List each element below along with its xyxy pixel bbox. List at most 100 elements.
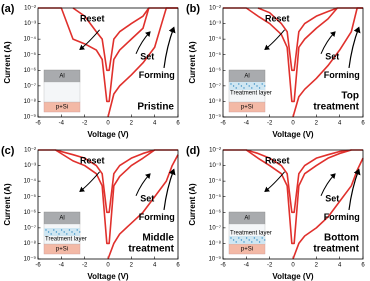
y-tick-label: 10⁻⁹ — [209, 256, 222, 263]
treatment-dot — [261, 237, 263, 239]
condition-label: treatment — [313, 244, 359, 255]
x-tick-label: 6 — [361, 121, 365, 127]
inset: Al p+Si Treatment layer — [43, 211, 87, 255]
y-tick-label: 10⁻⁴ — [209, 36, 222, 43]
y-axis-label: Current (A) — [188, 41, 197, 84]
plot-frame — [222, 7, 364, 118]
y-tick-label: 10⁻³ — [209, 21, 221, 27]
x-tick-label: 2 — [315, 121, 319, 127]
y-tick-label: 10⁻⁶ — [24, 67, 37, 74]
y-tick-label: 10⁻⁷ — [209, 82, 221, 89]
treatment-dot — [235, 241, 237, 243]
y-tick-label: 10⁻² — [24, 6, 36, 12]
treatment-dot — [243, 241, 245, 243]
y-tick-label: 10⁻⁸ — [209, 98, 222, 105]
treatment-dot — [251, 87, 253, 89]
reset-arrow — [264, 171, 285, 193]
y-tick-label: 10⁻⁴ — [209, 178, 222, 185]
reset-label: Reset — [265, 155, 290, 165]
x-tick-label: 6 — [176, 121, 180, 127]
treatment-dot — [58, 233, 60, 235]
inset-bottom-label: p+Si — [241, 247, 253, 253]
forming-arrow — [163, 26, 176, 69]
x-tick-label: 4 — [153, 121, 157, 127]
condition-label: Top — [341, 91, 359, 102]
iv-curve — [257, 7, 338, 72]
iv-curve — [292, 157, 364, 260]
y-tick-label: 10⁻² — [209, 6, 221, 12]
x-axis-label: Voltage (V) — [87, 130, 129, 139]
inset-top-label: Al — [59, 216, 64, 222]
x-tick-label: -4 — [244, 121, 250, 127]
reset-arrow — [79, 171, 100, 193]
iv-curve — [55, 149, 155, 214]
iv-curve — [223, 149, 363, 245]
forming-label: Forming — [324, 70, 360, 80]
reset-arrow — [264, 29, 285, 51]
set-label: Set — [325, 193, 339, 203]
y-tick-label: 10⁻⁵ — [24, 51, 37, 58]
treatment-dot — [47, 231, 50, 233]
y-tick-label: 10⁻⁹ — [24, 256, 37, 263]
treatment-dot — [240, 85, 243, 87]
panel-label: (a) — [1, 3, 15, 15]
treatment-dot — [71, 231, 73, 233]
x-tick-label: 6 — [361, 263, 365, 269]
inset-bottom-label: p+Si — [241, 105, 253, 111]
treatment-dot — [232, 239, 235, 241]
treatment-dot — [230, 83, 232, 85]
y-tick-label: 10⁻⁷ — [209, 224, 221, 231]
treatment-dot — [264, 239, 266, 241]
x-tick-label: 6 — [176, 263, 180, 269]
condition-label: Bottom — [324, 233, 359, 244]
inset-bottom-label: p+Si — [56, 247, 68, 253]
forming-label: Forming — [139, 212, 175, 222]
y-tick-label: 10⁻⁸ — [24, 240, 37, 247]
forming-arrow — [348, 168, 361, 211]
inset-top-label: Al — [244, 216, 249, 222]
forming-arrow — [348, 26, 361, 69]
forming-label: Forming — [324, 212, 360, 222]
set-label: Set — [140, 193, 154, 203]
set-arrow — [135, 31, 151, 54]
set-arrow — [320, 31, 336, 54]
treatment-layer — [44, 228, 80, 236]
treatment-layer — [229, 82, 265, 90]
x-axis-label: Voltage (V) — [272, 130, 314, 139]
iv-curve — [292, 7, 363, 118]
panel-label: (c) — [1, 145, 15, 157]
treatment-dot — [253, 237, 256, 239]
inset-top-label: Al — [59, 74, 64, 80]
y-tick-label: 10⁻⁹ — [209, 114, 222, 121]
forming-arrow — [163, 168, 176, 211]
treatment-dot — [258, 241, 261, 243]
inset: Al p+Si Treatment layer — [228, 211, 272, 255]
y-axis-label: Current (A) — [188, 183, 197, 226]
treatment-dot — [238, 237, 240, 239]
set-arrow — [320, 173, 336, 196]
x-tick-label: 0 — [291, 263, 295, 269]
x-tick-label: 0 — [291, 121, 295, 127]
inset: Al p+Si Treatment layer — [228, 69, 272, 113]
panel-label: (b) — [186, 3, 200, 15]
inset-body — [43, 81, 81, 103]
treatment-dot — [256, 239, 258, 241]
condition-label: treatment — [313, 102, 359, 113]
y-tick-label: 10⁻³ — [24, 163, 36, 169]
iv-curve — [246, 149, 352, 214]
set-arrow — [135, 173, 151, 196]
treatment-dot — [238, 83, 240, 85]
y-tick-label: 10⁻⁷ — [24, 82, 36, 89]
plot-frame — [222, 149, 364, 260]
x-tick-label: -6 — [35, 121, 41, 127]
treatment-dot — [45, 229, 47, 231]
x-tick-label: -4 — [244, 263, 250, 269]
y-tick-label: 10⁻³ — [24, 21, 36, 27]
treatment-dot — [66, 233, 68, 235]
x-tick-label: 4 — [338, 121, 342, 127]
iv-curve — [38, 149, 178, 245]
set-label: Set — [325, 51, 339, 61]
y-tick-label: 10⁻⁷ — [24, 224, 36, 231]
treatment-dot — [76, 229, 78, 231]
